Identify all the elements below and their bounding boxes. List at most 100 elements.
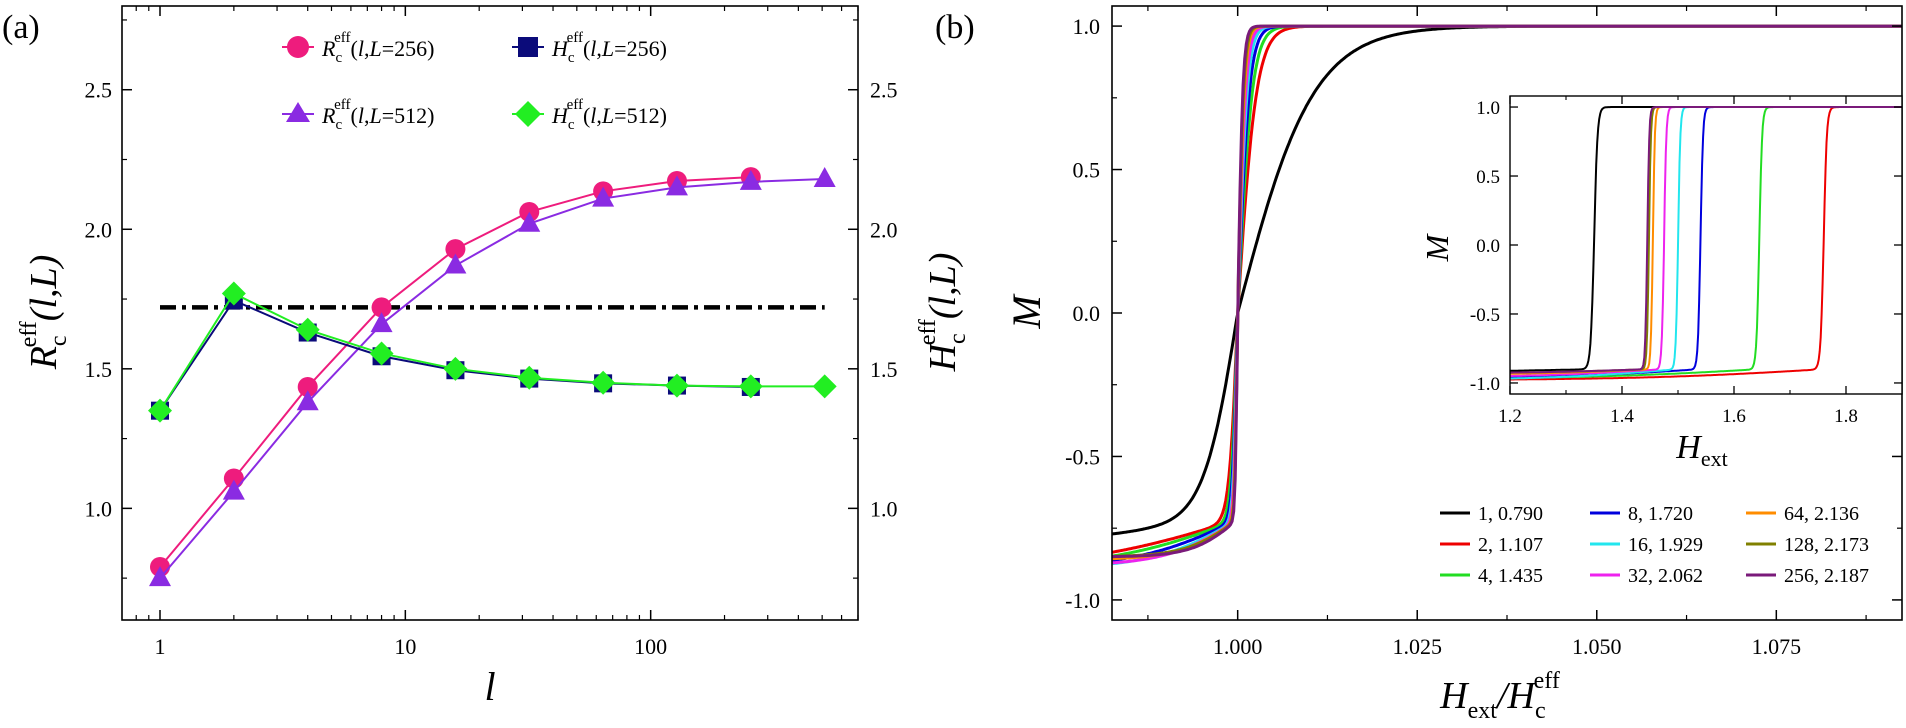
inset-x-tick-label: 1.4 — [1610, 406, 1634, 427]
series-line — [159, 299, 751, 412]
data-point-diamond — [295, 317, 320, 342]
data-point-circle — [297, 376, 318, 397]
inset-x-tick-label: 1.2 — [1498, 406, 1522, 427]
data-point-diamond — [591, 370, 616, 395]
inset-x-tick-label: 1.6 — [1722, 406, 1746, 427]
legend-label: Hceff(l,L=256) — [551, 30, 667, 66]
x-tick-label: 10 — [394, 634, 416, 659]
legend-entry: 16, 1.929 — [1590, 534, 1703, 556]
legend-entry-R256: Rceff(l,L=256) — [282, 30, 434, 66]
legend-entry: 1, 0.790 — [1440, 503, 1543, 525]
x-axis-title: l — [484, 664, 495, 709]
data-point-triangle — [222, 479, 245, 500]
data-point-diamond — [738, 374, 763, 399]
legend-entry: 256, 2.187 — [1746, 565, 1869, 587]
legend-label: Rceff(l,L=256) — [321, 30, 434, 66]
data-point-triangle — [739, 169, 762, 190]
panel-b-label: (b) — [935, 9, 975, 46]
x-tick-label: 100 — [634, 634, 667, 659]
y-tick-label: 2.0 — [85, 217, 113, 242]
data-point-diamond — [148, 398, 173, 423]
legend-triangle-marker — [286, 102, 310, 122]
inset-y-tick-label: -1.0 — [1470, 374, 1500, 395]
y2-tick-label: 1.0 — [870, 496, 898, 521]
panel-b-curves — [1112, 24, 1902, 566]
series-diamond — [148, 281, 837, 423]
panel-a-ticks — [122, 6, 859, 620]
data-point-diamond — [369, 341, 394, 366]
data-point-diamond — [443, 356, 468, 381]
y-tick-label: -0.5 — [1065, 444, 1100, 469]
inset-y-axis-title: M — [1419, 232, 1455, 262]
legend-entry-H512: Hceff(l,L=512) — [512, 97, 667, 133]
data-point-triangle — [370, 312, 393, 333]
legend-label: 1, 0.790 — [1478, 503, 1543, 525]
legend-label: 2, 1.107 — [1478, 534, 1543, 556]
y2-tick-label: 1.5 — [870, 357, 898, 382]
panel-a-legend: Rceff(l,L=256) Hceff(l,L=256) Rceff(l,L=… — [282, 30, 667, 133]
y-axis-title: M — [1004, 293, 1049, 330]
inset-y-tick-label: 1.0 — [1476, 98, 1500, 119]
data-point-diamond — [812, 374, 837, 399]
data-point-triangle — [444, 253, 467, 274]
data-point-triangle — [665, 175, 688, 196]
data-point-circle — [371, 297, 392, 318]
inset-tick-labels: 1.2 1.4 1.6 1.8 -1.0 -0.5 0.0 0.5 1.0 — [1470, 98, 1858, 427]
legend-entry: 128, 2.173 — [1746, 534, 1869, 556]
legend-entry: 4, 1.435 — [1440, 565, 1543, 587]
series-line — [159, 292, 825, 412]
data-point-diamond — [517, 365, 542, 390]
inset-curve-group — [1510, 106, 1902, 381]
y-axis-title-right: Hceff(l,L) — [915, 253, 971, 373]
legend-entry: 32, 2.062 — [1590, 565, 1703, 587]
inset-curves — [1510, 106, 1902, 381]
x-tick-label: 1.050 — [1572, 634, 1622, 659]
legend-entry: 8, 1.720 — [1590, 503, 1693, 525]
panel-b-curve-group — [1112, 24, 1902, 566]
panel-b-legend: 1, 0.790 2, 1.107 4, 1.435 8, 1.720 16, 1.92… — [1440, 503, 1869, 587]
y-tick-label: 0.5 — [1073, 158, 1101, 183]
panel-a-tick-labels: 1 10 100 1.0 1.5 2.0 2.5 1.0 1.5 2.0 2.5 — [85, 78, 898, 659]
inset-y-tick-label: 0.0 — [1476, 236, 1500, 257]
inset-y-tick-label: 0.5 — [1476, 167, 1500, 188]
x-tick-label: 1.075 — [1752, 634, 1802, 659]
y-tick-label: 0.0 — [1073, 301, 1101, 326]
data-point-triangle — [149, 566, 172, 587]
panel-b: (b) 1.000 1.025 1.050 1.075 -1.0 -0.5 0.… — [935, 5, 1903, 724]
inset-y-tick-label: -0.5 — [1470, 305, 1500, 326]
legend-label: 16, 1.929 — [1628, 534, 1703, 556]
data-point-diamond — [221, 281, 246, 306]
y-tick-label: 1.0 — [1073, 14, 1101, 39]
legend-label: 256, 2.187 — [1784, 565, 1869, 587]
legend-diamond-marker — [515, 101, 541, 127]
y2-tick-label: 2.0 — [870, 217, 898, 242]
series-square — [151, 291, 760, 420]
series-line — [159, 178, 825, 579]
legend-label: 64, 2.136 — [1784, 503, 1859, 525]
data-point-diamond — [664, 373, 689, 398]
legend-square-marker — [518, 37, 538, 57]
inset-x-tick-label: 1.8 — [1834, 406, 1858, 427]
legend-label: Hceff(l,L=512) — [551, 97, 667, 133]
y-tick-label: 1.5 — [85, 357, 113, 382]
data-point-triangle — [296, 390, 319, 411]
y-tick-label: 2.5 — [85, 78, 113, 103]
inset-magnetization-curve — [1510, 106, 1902, 374]
legend-entry: 2, 1.107 — [1440, 534, 1543, 556]
legend-label: 4, 1.435 — [1478, 565, 1543, 587]
inset-plot: 1.2 1.4 1.6 1.8 -1.0 -0.5 0.0 0.5 1.0 He… — [1419, 95, 1903, 471]
panel-b-tick-labels: 1.000 1.025 1.050 1.075 -1.0 -0.5 0.0 0.… — [1065, 14, 1801, 659]
data-point-triangle — [813, 167, 836, 188]
panel-a-label: (a) — [2, 9, 40, 46]
panel-a-series — [148, 167, 837, 587]
data-point-circle — [445, 239, 466, 260]
x-tick-label: 1.000 — [1213, 634, 1263, 659]
data-point-triangle — [518, 211, 541, 232]
legend-circle-marker — [287, 36, 309, 58]
x-tick-label: 1 — [155, 634, 166, 659]
legend-entry-R512: Rceff(l,L=512) — [282, 97, 434, 133]
y-tick-label: -1.0 — [1065, 588, 1100, 613]
legend-label: 32, 2.062 — [1628, 565, 1703, 587]
inset-ticks — [1509, 96, 1902, 394]
